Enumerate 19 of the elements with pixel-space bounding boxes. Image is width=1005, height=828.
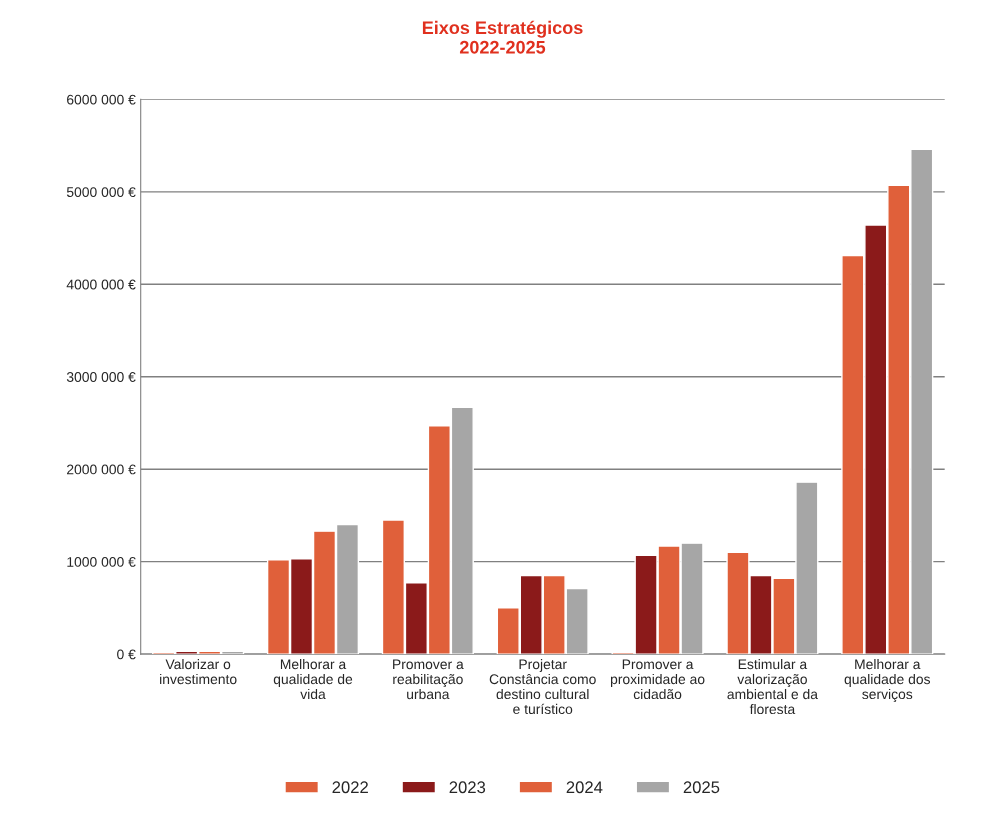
legend-label: 2024	[566, 781, 603, 794]
y-tick-label: 1000 000 €	[67, 556, 136, 567]
x-tick-label: Valorizar o investimento	[160, 658, 237, 685]
y-tick-label: 5000 000 €	[66, 187, 136, 197]
y-tick-label: 0 €	[117, 649, 136, 660]
x-tick-label: Melhorar a qualidade de vida	[273, 658, 353, 700]
y-tick-label: 2000 000 €	[67, 464, 136, 475]
legend-label: 2022	[332, 781, 368, 794]
x-tick-label: Promover a proximidade ao cidadão	[610, 659, 705, 700]
y-tick-label: 3000 000 €	[66, 372, 136, 382]
y-tick-label: 4000 000 €	[66, 279, 136, 290]
x-tick-label: Estimular a valorização ambiental e da floresta	[727, 658, 818, 715]
y-tick-label: 6000 000 €	[67, 94, 136, 105]
legend-label: 2025	[683, 781, 720, 794]
x-tick-label: Promover a reabilitação urbana	[393, 659, 464, 700]
chart-title: Eixos Estratégicos 2022-2025	[422, 20, 583, 54]
legend-label: 2023	[449, 781, 486, 794]
x-tick-label: Projetar Constância como destino cultural e turístico	[489, 658, 596, 715]
x-tick-label: Melhorar a qualidade dos serviços	[844, 658, 931, 702]
